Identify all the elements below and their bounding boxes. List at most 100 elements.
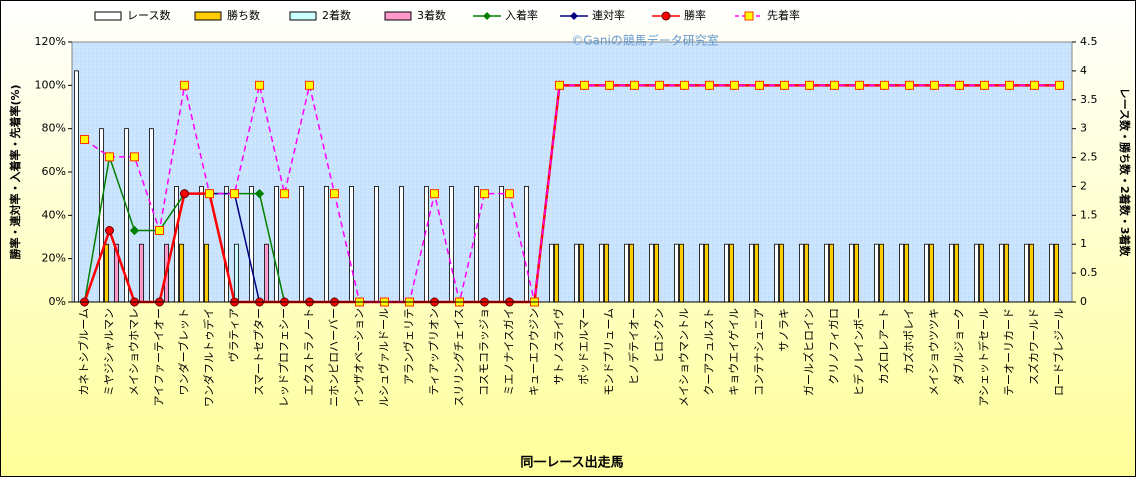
y2-tick-label: 2 [1080, 179, 1087, 192]
marker [1055, 80, 1064, 90]
bar [264, 243, 269, 303]
bar [754, 243, 759, 303]
y2-tick-label: 0 [1080, 295, 1087, 308]
x-tick-label: インザオベーション [353, 308, 366, 407]
marker [180, 80, 189, 90]
bar [704, 243, 709, 303]
bar [974, 243, 979, 303]
bar [474, 186, 479, 303]
bar [349, 186, 354, 303]
x-tick-label: エクストラノート [303, 308, 316, 395]
legend-swatch [194, 11, 222, 21]
bar [599, 243, 604, 303]
x-axis-title: 同一レース出走馬 [520, 455, 623, 471]
marker [330, 189, 339, 199]
marker [130, 152, 139, 162]
x-tick-label: カネトシブルーム [77, 308, 91, 396]
x-tick-label: キョウエイゲイル [728, 308, 741, 396]
plot-area [71, 41, 1073, 303]
marker [105, 226, 114, 235]
y2-tick-label: 1.5 [1080, 208, 1098, 221]
marker [730, 80, 739, 90]
x-tick-label: レッドプロフェシー [278, 308, 291, 407]
x-tick-label: スマートセプター [253, 308, 266, 396]
x-tick-label: ニホンピロハーバー [328, 308, 341, 407]
x-tick-label: ポッドエルマー [578, 308, 591, 385]
legend-swatch [744, 11, 754, 21]
y2-tick-label: 0.5 [1080, 266, 1098, 279]
y2-tick-label: 3.5 [1080, 93, 1098, 106]
x-tick-label: メイショウマントル [678, 308, 691, 407]
y2-tick-label: 1 [1080, 237, 1087, 250]
bar [104, 243, 109, 303]
marker [930, 80, 939, 90]
x-tick-label: クリノフィガロ [828, 308, 841, 385]
bar [604, 243, 609, 303]
legend-label: 勝率 [684, 8, 706, 22]
marker [129, 225, 140, 236]
x-tick-label: テーオーリカード [1003, 308, 1016, 396]
x-tick-label: モンドプリューム [603, 308, 616, 396]
marker [705, 80, 714, 90]
bar [1004, 243, 1009, 303]
bar [654, 243, 659, 303]
bar [499, 186, 504, 303]
marker [555, 80, 564, 90]
bar [179, 243, 184, 303]
x-tick-label: サトノスライヴ [552, 308, 566, 385]
bar [949, 243, 954, 303]
marker [180, 189, 189, 199]
marker [480, 189, 489, 199]
marker [1005, 80, 1014, 90]
marker [505, 189, 514, 199]
marker [155, 226, 164, 235]
x-tick-label: メイショウホマレ [128, 308, 141, 396]
bar [374, 186, 379, 303]
bar [679, 243, 684, 303]
x-tick-label: ヒデノレインボー [852, 308, 866, 396]
bar [624, 243, 629, 303]
bar [554, 243, 559, 303]
marker [430, 189, 439, 199]
bar [899, 243, 904, 303]
x-tick-label: ワンダーブレット [177, 308, 191, 395]
y2-axis-title: レース数・勝ち数・2着数・3着数 [1118, 88, 1132, 258]
bar [274, 186, 279, 303]
bar [849, 243, 854, 303]
marker [105, 152, 114, 162]
bar [804, 243, 809, 303]
legend-swatch [661, 11, 671, 21]
legend-label: 2着数 [322, 8, 351, 22]
x-tick-label: ティアップリオン [428, 308, 441, 395]
bar [824, 243, 829, 303]
x-tick-label: アランヴェリテ [402, 308, 416, 385]
y-tick-label: 80% [42, 122, 66, 135]
bar [324, 186, 329, 303]
marker [905, 80, 914, 90]
x-tick-label: サノラキ [778, 308, 791, 352]
x-tick-label: ヒノデテイオー [627, 308, 641, 385]
y-tick-label: 120% [35, 35, 66, 48]
bar [779, 243, 784, 303]
bar [674, 243, 679, 303]
marker [1030, 80, 1039, 90]
marker [830, 80, 839, 90]
bar [749, 243, 754, 303]
bar [74, 70, 79, 303]
marker [755, 80, 764, 90]
x-tick-label: キューエフウジン [528, 308, 541, 396]
x-tick-label: コスモコラッジョ [478, 308, 491, 396]
bar [424, 186, 429, 303]
bar [1029, 243, 1034, 303]
bar [449, 186, 454, 303]
legend-swatch [483, 12, 491, 20]
x-tick-label: ロードブレジール [1052, 308, 1066, 396]
marker [630, 80, 639, 90]
marker [255, 80, 264, 90]
bar [224, 186, 229, 303]
marker [855, 80, 864, 90]
legend-swatch [570, 12, 578, 20]
marker [955, 80, 964, 90]
legend-label: 入着率 [505, 8, 538, 22]
marker [980, 80, 989, 90]
